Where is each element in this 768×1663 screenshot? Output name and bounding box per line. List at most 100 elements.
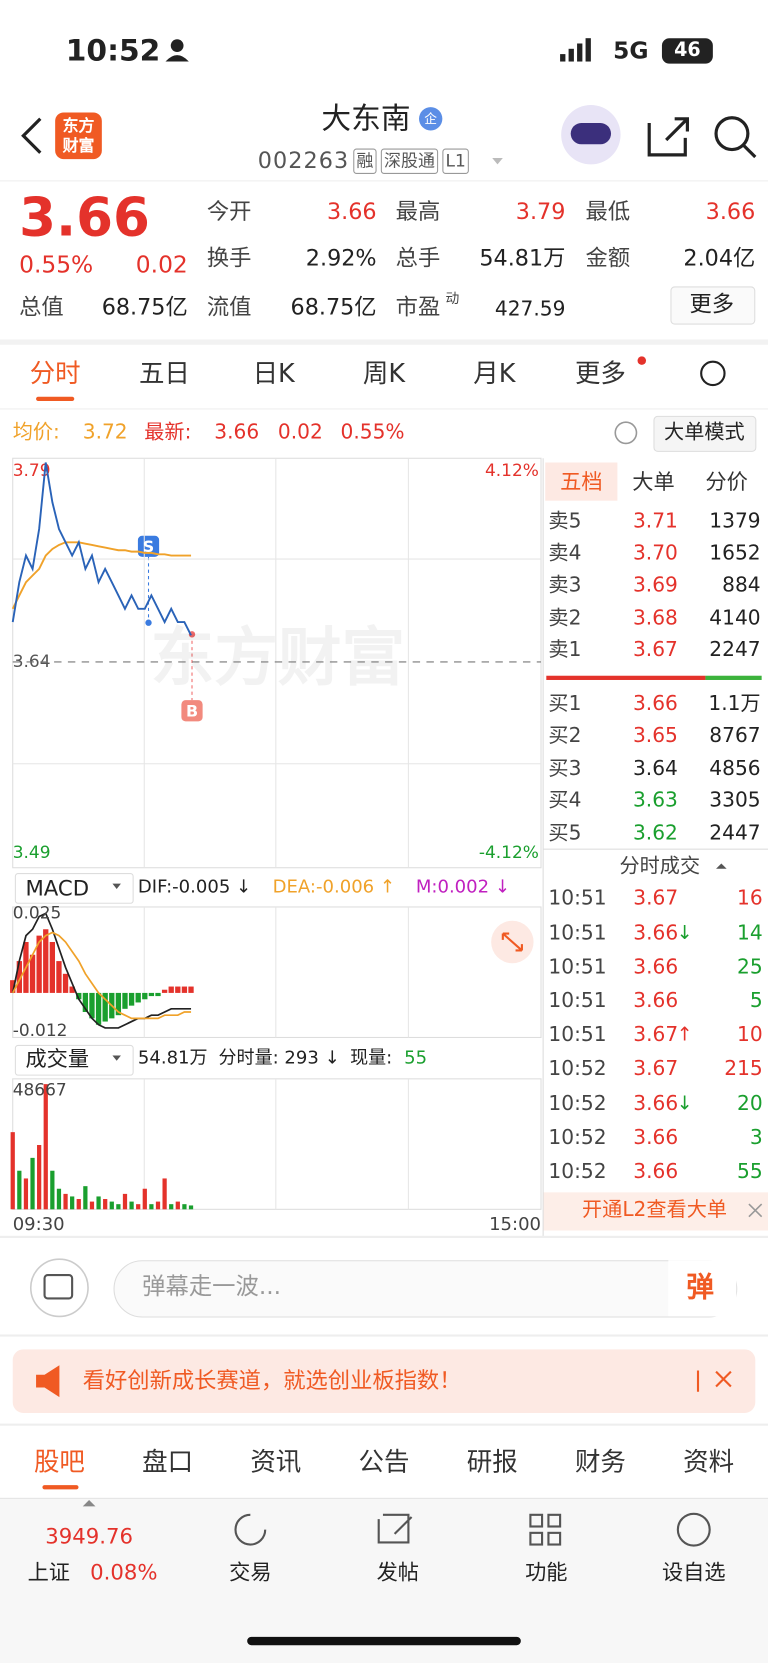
- nav-item[interactable]: 发帖: [376, 1559, 420, 1585]
- ad-banner[interactable]: [12, 1349, 756, 1413]
- more-button[interactable]: 更多: [689, 291, 735, 317]
- trade-icon[interactable]: [234, 1513, 267, 1546]
- more-button-box[interactable]: [670, 286, 756, 325]
- content-tab[interactable]: 研报: [466, 1446, 518, 1477]
- macd-bar: [175, 986, 181, 993]
- search-icon[interactable]: [714, 116, 750, 152]
- section-divider: [0, 1235, 768, 1238]
- index-change[interactable]: 0.08%: [90, 1559, 158, 1585]
- stat-label: 市盈: [395, 294, 441, 320]
- nav-item[interactable]: 交易: [229, 1559, 272, 1585]
- stat-label: 流值: [206, 294, 252, 320]
- settings-icon[interactable]: [700, 360, 726, 387]
- stat-value: 2.92%: [305, 245, 377, 272]
- nav-item[interactable]: 功能: [525, 1559, 568, 1585]
- volume-bar: [182, 1204, 187, 1210]
- book-volume: 1652: [709, 541, 761, 565]
- index-name[interactable]: 上证: [27, 1559, 71, 1585]
- stock-badge: 企: [424, 111, 438, 127]
- content-tab[interactable]: 财务: [574, 1446, 626, 1477]
- book-volume: 2447: [709, 821, 761, 845]
- macd-line: [11, 931, 192, 1020]
- volume-bar: [83, 1186, 88, 1210]
- stat-sup: 动: [445, 291, 460, 308]
- book-label: 买2: [548, 723, 582, 748]
- ad-close[interactable]: [696, 1370, 732, 1392]
- content-tab[interactable]: 股吧: [33, 1446, 85, 1477]
- volume-bar: [169, 1204, 174, 1210]
- function-icon[interactable]: [529, 1513, 562, 1546]
- macd-bar: [56, 961, 62, 993]
- macd-bar: [29, 954, 36, 993]
- content-tab[interactable]: 盘口: [142, 1446, 194, 1477]
- content-tab[interactable]: 资料: [683, 1446, 735, 1477]
- content-tab[interactable]: 资讯: [250, 1446, 302, 1477]
- orderbook-tab[interactable]: 五档: [560, 468, 603, 495]
- content-tab[interactable]: 公告: [358, 1446, 410, 1477]
- orderbook-tab-bg: [545, 462, 618, 501]
- l2-banner[interactable]: 开通L2查看大单: [582, 1198, 728, 1222]
- icons: [21, 116, 763, 1547]
- ad-text[interactable]: 看好创新成长赛道，就选创业板指数！: [82, 1367, 462, 1394]
- trade-price: 3.66: [633, 1092, 679, 1116]
- macd-bar: [115, 992, 122, 1016]
- chart-tab[interactable]: 日K: [252, 358, 295, 389]
- back-icon[interactable]: [21, 117, 42, 154]
- post-icon[interactable]: [377, 1513, 413, 1544]
- chart-tab[interactable]: 分时: [29, 358, 81, 389]
- trade-volume: 20: [737, 1092, 763, 1116]
- stock-tag: 融: [353, 148, 377, 174]
- danmaku-button-bg[interactable]: [668, 1260, 737, 1317]
- macd-bar: [122, 992, 128, 1009]
- section-divider: [0, 1423, 768, 1426]
- orderbook-tab[interactable]: 分价: [705, 468, 748, 495]
- nav-item[interactable]: 设自选: [661, 1559, 726, 1585]
- orderbook-tab[interactable]: 大单: [632, 468, 675, 495]
- mode-button-box[interactable]: [653, 415, 757, 452]
- book-label: 买1: [548, 692, 582, 716]
- watchlist-icon[interactable]: [676, 1512, 711, 1547]
- macd-bar: [43, 929, 49, 993]
- trade-time: 10:51: [548, 989, 607, 1013]
- index-value[interactable]: 3949.76: [45, 1523, 133, 1549]
- panel-frame: [12, 906, 542, 1038]
- badge-bg: [419, 107, 443, 131]
- spread-bar-green: [705, 675, 762, 680]
- last-label: 最新:: [144, 420, 192, 444]
- chart-tab[interactable]: 周K: [362, 358, 406, 389]
- chart-tab[interactable]: 五日: [138, 358, 190, 389]
- danmaku-placeholder[interactable]: 弹幕走一波...: [142, 1274, 282, 1301]
- expand-arrows: [501, 932, 523, 952]
- book-volume: 2247: [709, 638, 761, 662]
- logo-box: [55, 112, 102, 160]
- dropdown-arrow[interactable]: [492, 158, 503, 165]
- volume-selector-box[interactable]: [14, 1044, 134, 1076]
- sell-marker-label: S: [143, 537, 154, 556]
- collapse-arrow[interactable]: [716, 863, 727, 869]
- trade-time: 10:51: [548, 955, 607, 979]
- macd-bar: [161, 989, 168, 993]
- danmaku-icon[interactable]: [29, 1258, 89, 1318]
- help-icon[interactable]: [614, 421, 638, 445]
- macd-selector-box[interactable]: [14, 873, 134, 904]
- l2-banner-bg[interactable]: [543, 1192, 768, 1231]
- volume-selector[interactable]: 成交量: [25, 1045, 90, 1072]
- macd-selector[interactable]: MACD: [25, 875, 90, 901]
- trade-arrow: ↑: [676, 1023, 693, 1046]
- banner-close[interactable]: [748, 1203, 763, 1218]
- mode-button[interactable]: 大单模式: [664, 420, 745, 444]
- danmaku-icon-body: [43, 1274, 74, 1300]
- danmaku-input[interactable]: [113, 1260, 738, 1318]
- chart-tab[interactable]: 月K: [473, 358, 516, 389]
- book-price: 3.62: [632, 821, 678, 845]
- danmaku-button[interactable]: 弹: [686, 1271, 714, 1304]
- trades-title[interactable]: 分时成交: [619, 854, 701, 878]
- chart-tab[interactable]: 更多: [574, 358, 626, 389]
- share-icon[interactable]: [647, 117, 689, 157]
- buy-marker[interactable]: [181, 700, 203, 722]
- book-label: 卖4: [548, 541, 582, 565]
- stock-tag: L1: [442, 148, 469, 174]
- y-tick-label: 0.025: [13, 903, 62, 923]
